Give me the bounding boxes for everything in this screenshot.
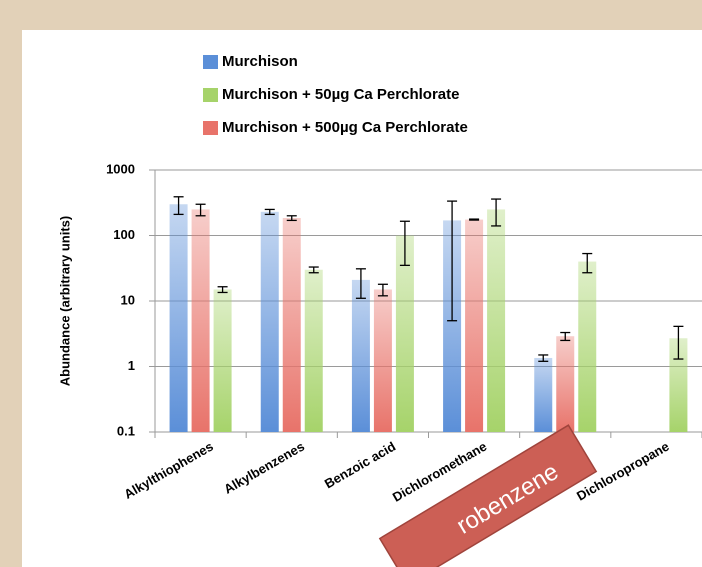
legend-swatch	[203, 121, 218, 135]
y-tick-label: 1	[128, 358, 135, 373]
legend-swatch	[203, 55, 218, 69]
error-bar	[469, 218, 480, 221]
bar	[669, 338, 688, 432]
error-bar	[538, 354, 549, 362]
y-tick-label: 10	[121, 292, 135, 307]
bar	[351, 279, 370, 432]
error-bar	[377, 283, 388, 297]
error-bar	[264, 208, 275, 216]
bar	[578, 261, 597, 432]
y-axis-label: Abundance (arbitrary units)	[57, 216, 72, 386]
bar	[534, 357, 553, 432]
error-bar	[582, 252, 593, 274]
error-bar	[673, 325, 684, 360]
y-tick-label: 1000	[106, 161, 135, 176]
bar	[465, 219, 484, 432]
bar	[260, 211, 279, 432]
bar	[282, 218, 301, 432]
error-bar	[286, 215, 297, 222]
bar	[556, 336, 575, 432]
y-tick-label: 100	[113, 227, 135, 242]
bar	[213, 289, 232, 432]
legend-swatch	[203, 88, 218, 102]
error-bar	[355, 268, 366, 299]
error-bar	[447, 200, 458, 322]
error-bar	[308, 266, 319, 274]
bar	[443, 220, 462, 432]
bar	[487, 209, 506, 432]
bar	[191, 209, 210, 432]
bar	[304, 269, 323, 432]
legend-label: Murchison + 50µg Ca Perchlorate	[222, 86, 459, 103]
annotation-box	[378, 424, 598, 567]
error-bar	[399, 220, 410, 267]
error-bar	[491, 198, 502, 227]
bar	[395, 235, 414, 432]
error-bar	[217, 286, 228, 294]
legend-label: Murchison	[222, 53, 298, 70]
error-bar	[173, 196, 184, 216]
legend-label: Murchison + 500µg Ca Perchlorate	[222, 119, 468, 136]
error-bar	[195, 203, 206, 217]
y-tick-label: 0.1	[117, 423, 135, 438]
error-bar	[560, 331, 571, 342]
bar	[169, 204, 188, 432]
bar	[373, 289, 392, 432]
